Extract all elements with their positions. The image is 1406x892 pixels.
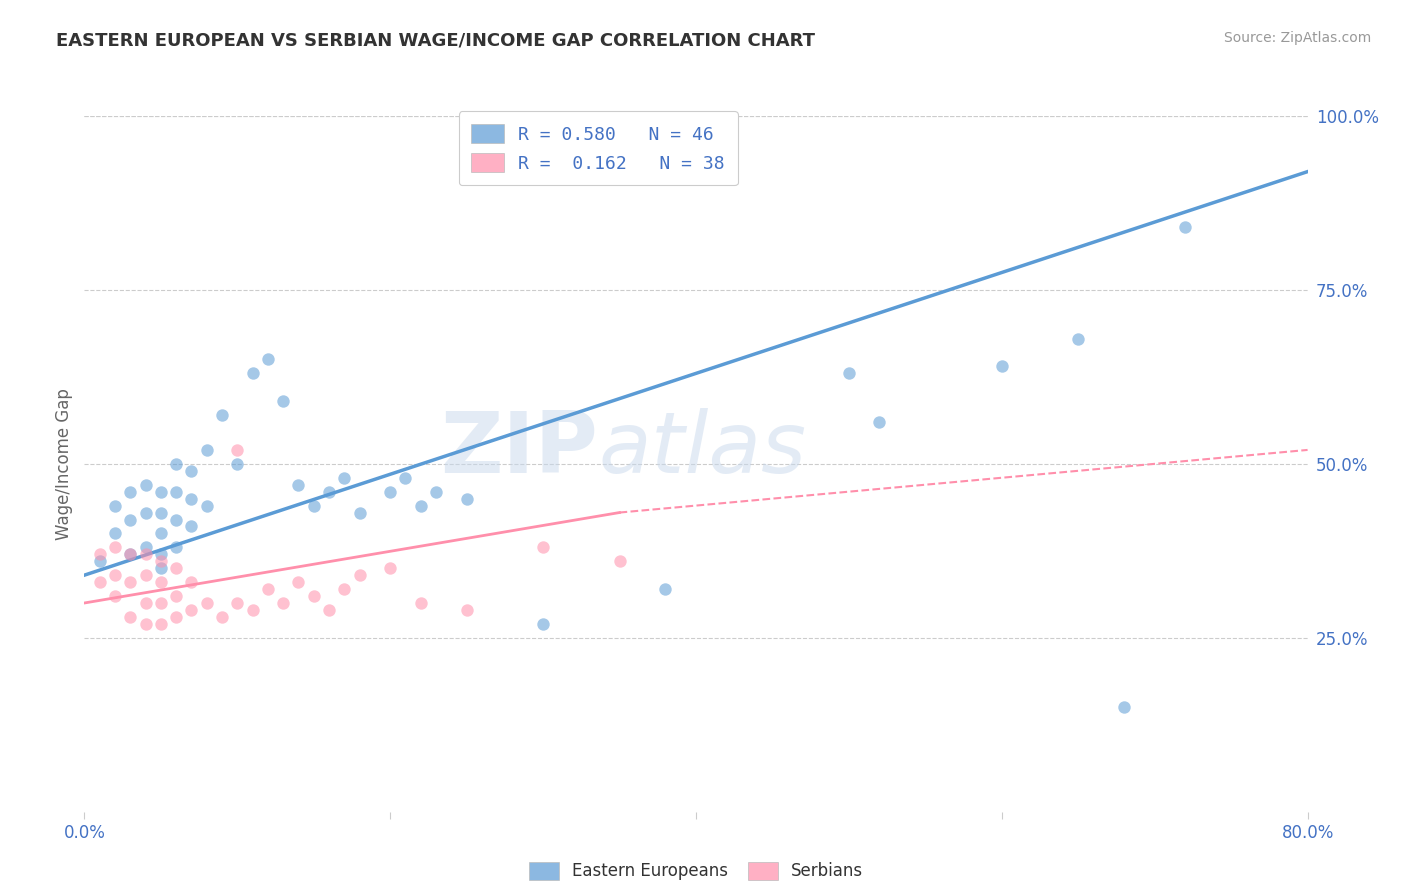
Point [242,603,264,617]
Point [165,610,187,624]
Point [838,367,860,381]
Point [654,582,676,596]
Point [120,484,142,499]
Point [349,568,371,582]
Point [318,484,340,499]
Point [135,596,157,610]
Point [287,477,309,491]
Point [409,499,432,513]
Point [257,582,280,596]
Point [89,547,111,561]
Point [104,541,127,555]
Point [333,582,356,596]
Point [120,575,142,590]
Point [104,589,127,603]
Point [456,603,478,617]
Point [149,506,172,520]
Point [456,491,478,506]
Point [271,394,294,409]
Text: Source: ZipAtlas.com: Source: ZipAtlas.com [1223,31,1371,45]
Point [1067,332,1090,346]
Point [135,547,157,561]
Point [180,603,202,617]
Point [149,575,172,590]
Point [195,442,218,457]
Point [120,610,142,624]
Point [531,541,554,555]
Point [120,547,142,561]
Point [149,547,172,561]
Point [302,589,325,603]
Point [165,561,187,575]
Point [409,596,432,610]
Point [149,561,172,575]
Point [149,484,172,499]
Point [531,616,554,631]
Point [135,506,157,520]
Point [180,575,202,590]
Point [104,499,127,513]
Point [104,568,127,582]
Point [318,603,340,617]
Point [425,484,447,499]
Point [180,519,202,533]
Point [165,484,187,499]
Point [165,457,187,471]
Point [135,477,157,491]
Point [1114,700,1136,714]
Point [609,554,631,568]
Point [180,491,202,506]
Point [869,415,891,429]
Point [257,352,280,367]
Point [149,616,172,631]
Point [226,596,249,610]
Point [991,359,1014,374]
Point [287,575,309,590]
Point [380,561,402,575]
Point [120,547,142,561]
Point [149,526,172,541]
Point [89,575,111,590]
Point [211,610,233,624]
Text: ZIP: ZIP [440,409,598,491]
Point [211,408,233,422]
Y-axis label: Wage/Income Gap: Wage/Income Gap [55,388,73,540]
Point [380,484,402,499]
Point [149,596,172,610]
Point [271,596,294,610]
Point [242,367,264,381]
Point [195,596,218,610]
Point [302,499,325,513]
Point [165,512,187,526]
Point [394,471,416,485]
Point [149,554,172,568]
Text: atlas: atlas [598,409,806,491]
Point [135,616,157,631]
Point [226,442,249,457]
Point [1174,220,1197,235]
Point [165,589,187,603]
Point [180,464,202,478]
Point [135,568,157,582]
Point [89,554,111,568]
Point [135,541,157,555]
Legend: Eastern Europeans, Serbians: Eastern Europeans, Serbians [522,855,870,887]
Point [104,526,127,541]
Point [120,512,142,526]
Point [165,541,187,555]
Point [226,457,249,471]
Point [195,499,218,513]
Point [333,471,356,485]
Text: EASTERN EUROPEAN VS SERBIAN WAGE/INCOME GAP CORRELATION CHART: EASTERN EUROPEAN VS SERBIAN WAGE/INCOME … [56,31,815,49]
Point [349,506,371,520]
